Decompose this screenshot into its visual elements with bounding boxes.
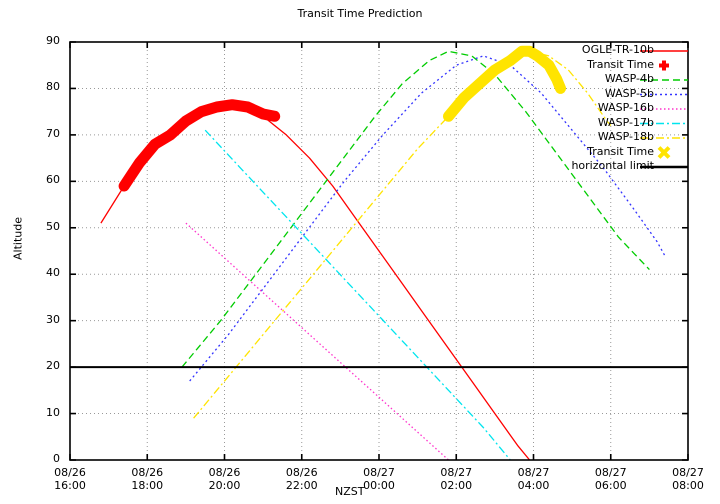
x-tick-label: 08/26 22:00 — [285, 466, 318, 492]
series-ogle-tr-10b — [100, 106, 531, 460]
y-tick-label: 30 — [46, 312, 60, 326]
x-tick-label: 08/26 20:00 — [208, 466, 241, 492]
series-wasp-16b — [185, 222, 449, 460]
y-tick-label: 80 — [46, 80, 60, 94]
x-tick-label: 08/27 00:00 — [363, 466, 395, 492]
y-tick-label: 10 — [46, 405, 60, 419]
legend-label: WASP-18b — [597, 130, 654, 143]
legend-label: OGLE-TR-10b — [581, 43, 654, 56]
x-tick-label: 08/27 06:00 — [594, 466, 627, 492]
y-tick-label: 50 — [46, 219, 60, 233]
series-wasp-4b — [181, 50, 650, 368]
legend-symbols — [640, 50, 688, 169]
legend-label: Transit Time — [587, 144, 654, 158]
y-tick-label: 90 — [46, 34, 60, 47]
axis-ticks — [69, 41, 689, 461]
y-tick-label: 0 — [53, 452, 60, 465]
x-tick-label: 08/27 04:00 — [517, 466, 550, 492]
legend-label: WASP-16b — [597, 101, 654, 114]
chart-title: Transit Time Prediction — [297, 7, 423, 20]
legend-label: WASP-4b — [604, 72, 654, 85]
x-tick-label: 08/26 16:00 — [54, 466, 86, 492]
y-tick-label: 70 — [46, 126, 60, 140]
x-tick-label: 08/26 18:00 — [131, 466, 164, 492]
legend-label: WASP-17b — [597, 115, 654, 129]
series-wasp-17b — [204, 129, 511, 460]
series-layer — [70, 45, 688, 460]
y-tick-label: 60 — [46, 173, 60, 187]
legend-label: Transit Time — [587, 57, 654, 71]
x-tick-label: 08/27 08:00 — [672, 466, 704, 492]
legend-label: horizontal limit — [571, 159, 654, 172]
series-wasp-18b-transit — [443, 45, 566, 122]
x-axis-label: NZST — [335, 485, 365, 498]
y-tick-label: 20 — [46, 359, 60, 373]
legend-label: WASP-5b — [604, 86, 654, 100]
series-ogle-tr-10b-transit — [118, 99, 281, 192]
x-tick-label: 08/27 02:00 — [440, 466, 473, 492]
y-tick-label: 40 — [46, 266, 60, 280]
series-wasp-5b — [189, 55, 666, 382]
